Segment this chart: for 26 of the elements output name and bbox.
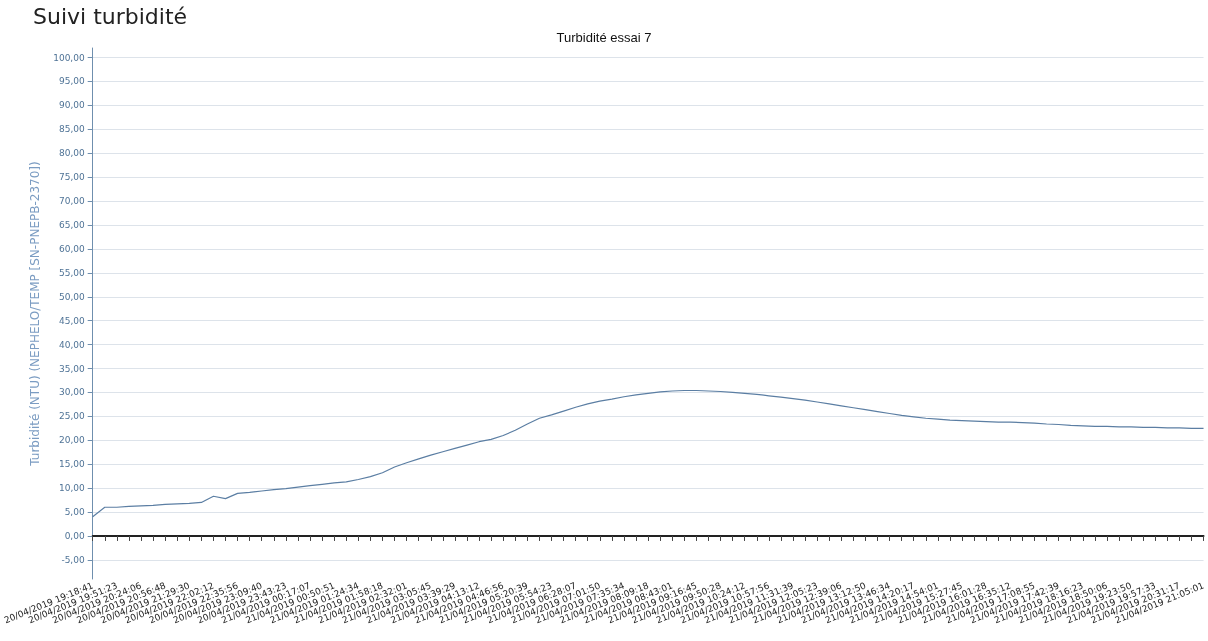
y-tick-label: 25,00	[58, 411, 85, 422]
y-tick-label: 20,00	[58, 435, 85, 446]
y-axis-title: Turbidité (NTU) (NEPHELO/TEMP [SN-PNEPB-2370])	[27, 161, 42, 467]
line-series	[92, 389, 1205, 518]
y-tick-label: 45,00	[58, 315, 85, 326]
y-tick-label: 10,00	[58, 483, 85, 494]
y-tick-label: 85,00	[58, 124, 85, 135]
y-tick-label: 30,00	[58, 387, 85, 398]
y-tick-label: 15,00	[58, 459, 85, 470]
y-tick-label: 0,00	[64, 530, 85, 541]
y-tick-label: 100,00	[53, 52, 85, 63]
y-tick-label: 95,00	[58, 76, 85, 87]
y-tick-label: 50,00	[58, 291, 85, 302]
y-tick-label: 90,00	[58, 100, 85, 111]
chart-subtitle: Turbidité essai 7	[556, 30, 652, 45]
y-tick-label: 60,00	[58, 243, 85, 254]
y-tick-label: 35,00	[58, 363, 85, 374]
y-tick-label: 55,00	[58, 267, 85, 278]
y-tick-label: -5,00	[61, 554, 85, 565]
y-tick-label: 5,00	[64, 507, 85, 518]
y-tick-label: 80,00	[58, 148, 85, 159]
y-tick-label: 75,00	[58, 172, 85, 183]
chart-title: Suivi turbidité	[33, 3, 188, 29]
y-tick-label: 65,00	[58, 220, 85, 230]
y-tick-label: 40,00	[58, 339, 85, 350]
y-tick-label: 70,00	[58, 196, 85, 207]
